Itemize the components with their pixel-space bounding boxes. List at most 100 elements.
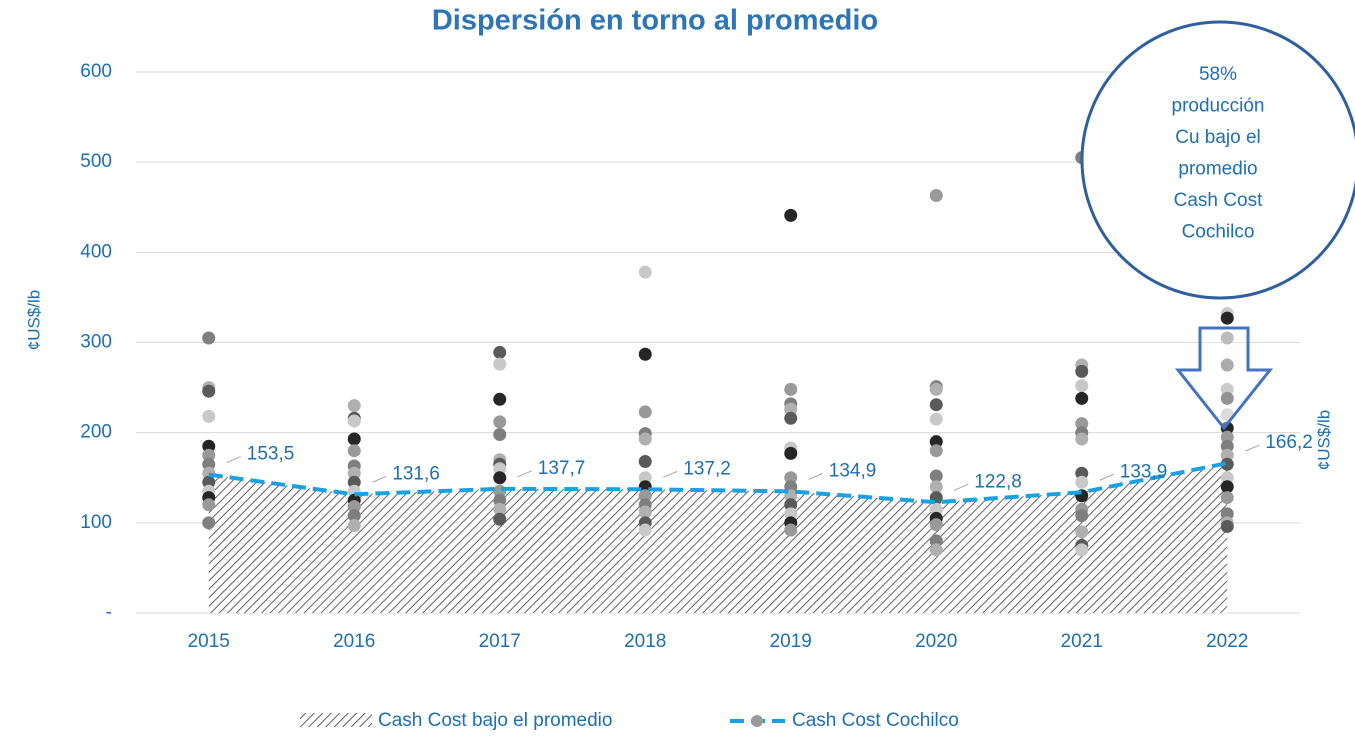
data-label: 122,8: [974, 471, 1022, 492]
line: [208, 461, 1228, 505]
scatter-point: [1220, 439, 1234, 453]
annotation-text: Cu bajo el: [1175, 127, 1261, 148]
scatter-point: [1220, 457, 1234, 471]
scatter-point: [784, 471, 798, 485]
y-tick-label: 400: [80, 241, 112, 262]
scatter-point: [1220, 311, 1234, 325]
scatter-point: [493, 493, 507, 507]
label-leader: [1245, 444, 1260, 452]
scatter-point: [202, 439, 216, 453]
scatter-point: [929, 435, 943, 449]
scatter-point: [1220, 448, 1234, 462]
legend-label: Cash Cost Cochilco: [792, 710, 959, 731]
scatter-point: [1075, 475, 1089, 489]
scatter-point: [1220, 331, 1234, 345]
scatter-point: [929, 480, 943, 494]
scatter-point: [784, 208, 798, 222]
scatter-point: [929, 543, 943, 557]
scatter-point: [202, 475, 216, 489]
x-tick-label: 2019: [770, 631, 812, 652]
scatter-point: [929, 444, 943, 458]
scatter-point: [202, 409, 216, 423]
scatter-point: [493, 392, 507, 406]
area: [208, 463, 1228, 613]
legend-label: Cash Cost bajo el promedio: [378, 710, 612, 731]
scatter-point: [638, 505, 652, 519]
scatter-point: [1075, 391, 1089, 405]
scatter-point: [493, 427, 507, 441]
scatter-point: [638, 489, 652, 503]
data-label: 131,6: [392, 463, 440, 484]
annotation-text: 58%: [1199, 64, 1237, 85]
scatter-point: [784, 507, 798, 521]
x-tick-label: 2015: [188, 631, 230, 652]
scatter-point: [1220, 519, 1234, 533]
scatter-point: [347, 444, 361, 458]
scatter-point: [638, 405, 652, 419]
scatter-point: [784, 446, 798, 460]
data-label: 166,2: [1265, 432, 1313, 453]
scatter-point: [202, 384, 216, 398]
scatter-point: [493, 415, 507, 429]
scatter-point: [784, 382, 798, 396]
x-tick-label: 2021: [1061, 631, 1103, 652]
scatter-point: [1220, 491, 1234, 505]
annotation-text: producción: [1172, 96, 1265, 117]
x-tick-label: 2017: [479, 631, 521, 652]
scatter-point: [493, 357, 507, 371]
scatter-point: [784, 402, 798, 416]
data-label: 133,9: [1120, 461, 1168, 482]
scatter-point: [929, 398, 943, 412]
y-tick-label: 600: [80, 61, 112, 82]
scatter-point: [1075, 466, 1089, 480]
scatter-point: [347, 466, 361, 480]
y-axis-label: ¢US$/lb: [24, 290, 43, 350]
scatter-point: [202, 498, 216, 512]
scatter-point: [347, 475, 361, 489]
legend-swatch: [300, 713, 372, 727]
chart-title: Dispersión en torno al promedio: [432, 5, 878, 37]
scatter-point: [1220, 471, 1234, 485]
scatter-point: [638, 523, 652, 537]
scatter-point: [929, 502, 943, 516]
scatter-point: [784, 523, 798, 537]
scatter-point: [929, 382, 943, 396]
data-label: 137,2: [683, 458, 731, 479]
scatter-point: [1075, 543, 1089, 557]
scatter-point: [929, 534, 943, 548]
scatter-point: [784, 411, 798, 425]
scatter-point: [347, 414, 361, 428]
scatter-point: [202, 448, 216, 462]
data-label: 134,9: [829, 460, 877, 481]
scatter-point: [1075, 364, 1089, 378]
scatter-point: [347, 509, 361, 523]
label-leader: [954, 483, 969, 491]
scatter-point: [1220, 358, 1234, 372]
label-leader: [372, 475, 387, 483]
scatter-point: [202, 331, 216, 345]
x-tick-label: 2022: [1206, 631, 1248, 652]
data-label: 137,7: [538, 458, 586, 479]
scatter-point: [347, 399, 361, 413]
annotation-text: promedio: [1178, 159, 1257, 180]
scatter-point: [347, 432, 361, 446]
scatter-point: [1075, 432, 1089, 446]
annotation-text: Cochilco: [1182, 222, 1255, 243]
arrow: [1174, 326, 1274, 431]
scatter-point: [493, 462, 507, 476]
y-tick-label: 300: [80, 332, 112, 353]
scatter-point: [202, 516, 216, 530]
scatter-point: [929, 189, 943, 203]
label-leader: [1099, 473, 1114, 481]
data-label: 153,5: [247, 444, 295, 465]
annotation-circle: [1080, 20, 1355, 300]
scatter-point: [1075, 417, 1089, 431]
scatter-point: [1220, 430, 1234, 444]
annotation-text: Cash Cost: [1174, 190, 1263, 211]
scatter-point: [493, 345, 507, 359]
scatter-point: [929, 412, 943, 426]
label-leader: [663, 470, 678, 478]
y-tick-label: 500: [80, 151, 112, 172]
label-leader: [517, 470, 532, 478]
